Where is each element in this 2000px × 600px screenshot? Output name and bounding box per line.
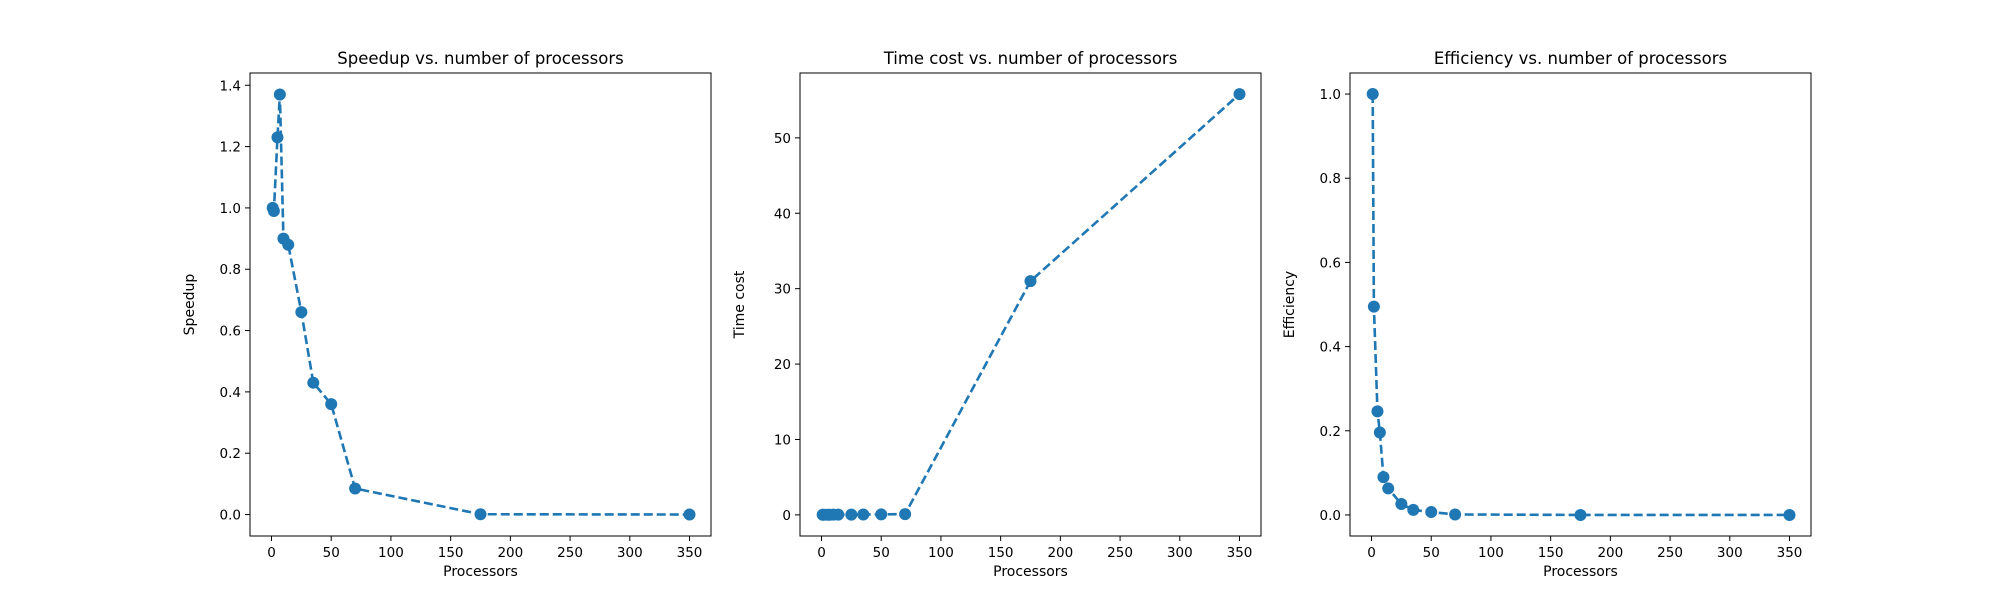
data-point — [899, 508, 912, 521]
x-tick-label: 300 — [617, 545, 643, 561]
y-tick-label: 0.4 — [1320, 340, 1341, 356]
x-tick-label: 0 — [1367, 545, 1376, 561]
data-point — [857, 508, 870, 521]
series-line — [1371, 94, 1790, 517]
data-point — [1395, 498, 1408, 511]
x-tick-label: 100 — [928, 545, 954, 561]
y-tick-label: 0.8 — [220, 262, 241, 278]
y-tick-label: 0.2 — [1320, 424, 1341, 440]
y-tick-label: 1.2 — [220, 140, 241, 156]
data-point — [1377, 471, 1390, 484]
data-point — [1024, 275, 1037, 288]
data-point — [1367, 300, 1380, 313]
y-tick-label: 0.0 — [220, 508, 241, 524]
data-point — [307, 376, 320, 389]
data-point — [1574, 508, 1587, 521]
data-point — [271, 131, 284, 144]
x-tick-label: 200 — [1597, 545, 1623, 561]
data-point — [1407, 503, 1420, 516]
plot-frame — [1349, 72, 1812, 537]
x-tick-label: 200 — [497, 545, 523, 561]
x-tick-label: 300 — [1717, 545, 1743, 561]
x-tick-label: 100 — [1478, 545, 1504, 561]
y-tick-label: 0.6 — [220, 324, 241, 340]
x-tick-label: 250 — [557, 545, 583, 561]
y-tick-label: 0.0 — [1320, 508, 1341, 524]
x-axis-label: Processors — [443, 564, 518, 580]
data-point — [1366, 88, 1379, 101]
y-tick-label: 1.0 — [220, 201, 241, 217]
data-point — [1382, 482, 1395, 495]
chart-title: Speedup vs. number of processors — [337, 49, 623, 68]
y-tick-label: 50 — [774, 131, 791, 147]
data-point — [282, 238, 295, 251]
data-point — [267, 204, 280, 217]
data-point — [832, 508, 845, 521]
y-axis-label: Time cost — [732, 270, 748, 339]
plot-frame — [249, 72, 712, 537]
y-tick-label: 40 — [774, 206, 791, 222]
x-tick-label: 350 — [1777, 545, 1803, 561]
x-tick-label: 200 — [1047, 545, 1073, 561]
y-axis-label: Speedup — [182, 274, 198, 336]
x-tick-label: 250 — [1107, 545, 1133, 561]
y-axis-label: Efficiency — [1282, 271, 1298, 338]
y-tick-label: 0.4 — [220, 385, 241, 401]
y-tick-label: 0.2 — [220, 446, 241, 462]
data-point — [295, 306, 308, 319]
data-point — [683, 508, 696, 521]
y-tick-label: 10 — [774, 432, 791, 448]
x-tick-label: 100 — [378, 545, 404, 561]
data-point — [1449, 508, 1462, 521]
chart-panel-1: Speedup vs. number of processors 0 50 100 15… — [182, 49, 712, 580]
plot-frame — [799, 72, 1262, 537]
x-tick-label: 0 — [267, 545, 276, 561]
x-tick-label: 0 — [817, 545, 826, 561]
chart-title: Time cost vs. number of processors — [883, 49, 1178, 68]
chart-title: Efficiency vs. number of processors — [1434, 49, 1727, 68]
x-tick-label: 300 — [1167, 545, 1193, 561]
data-point — [1233, 88, 1246, 101]
chart-panel-3: Efficiency vs. number of processors 0 50 10… — [1282, 49, 1812, 580]
x-tick-label: 50 — [323, 545, 340, 561]
x-tick-label: 150 — [988, 545, 1014, 561]
data-point — [474, 508, 487, 521]
x-tick-label: 150 — [1538, 545, 1564, 561]
series-line — [271, 93, 690, 516]
data-point — [273, 88, 286, 101]
data-point — [325, 398, 338, 411]
y-tick-label: 0.6 — [1320, 255, 1341, 271]
y-tick-label: 1.0 — [1320, 87, 1341, 103]
y-tick-label: 0.8 — [1320, 171, 1341, 187]
x-tick-label: 350 — [1227, 545, 1253, 561]
x-axis-label: Processors — [993, 564, 1068, 580]
x-tick-label: 250 — [1657, 545, 1683, 561]
y-tick-label: 30 — [774, 282, 791, 298]
y-tick-label: 1.4 — [220, 78, 241, 94]
x-axis-label: Processors — [1543, 564, 1618, 580]
data-point — [349, 482, 362, 495]
data-point — [845, 508, 858, 521]
data-point — [1373, 426, 1386, 439]
data-point — [875, 508, 888, 521]
x-tick-label: 50 — [1423, 545, 1440, 561]
data-point — [1371, 405, 1384, 418]
data-point — [1425, 506, 1438, 519]
y-tick-label: 0 — [782, 508, 791, 524]
x-tick-label: 150 — [438, 545, 464, 561]
x-tick-label: 50 — [873, 545, 890, 561]
x-tick-label: 350 — [677, 545, 703, 561]
y-tick-label: 20 — [774, 357, 791, 373]
data-point — [1783, 508, 1796, 521]
